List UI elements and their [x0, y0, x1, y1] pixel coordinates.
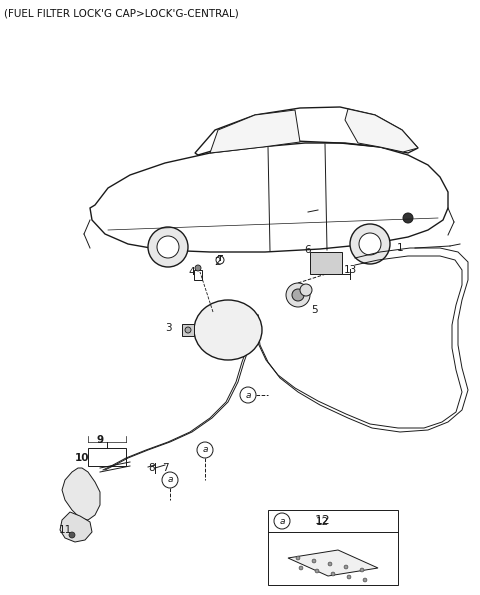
Text: a: a: [245, 390, 251, 399]
Text: 2: 2: [215, 257, 221, 267]
Text: 10: 10: [75, 453, 89, 463]
Polygon shape: [60, 512, 92, 542]
Text: a: a: [167, 475, 173, 484]
Bar: [88, 448, 126, 466]
Polygon shape: [288, 550, 378, 576]
Polygon shape: [345, 109, 418, 152]
Circle shape: [240, 387, 256, 403]
Circle shape: [296, 556, 300, 560]
Text: a: a: [202, 446, 208, 455]
Text: a: a: [279, 516, 285, 525]
Text: 4: 4: [189, 267, 195, 277]
Text: (FUEL FILTER LOCK'G CAP>LOCK'G-CENTRAL): (FUEL FILTER LOCK'G CAP>LOCK'G-CENTRAL): [4, 8, 239, 18]
Circle shape: [274, 513, 290, 529]
Bar: [182, 324, 194, 336]
Circle shape: [300, 284, 312, 296]
Circle shape: [359, 233, 381, 255]
Text: 1: 1: [396, 243, 403, 253]
Circle shape: [350, 224, 390, 264]
Circle shape: [360, 568, 364, 572]
Bar: [194, 270, 202, 280]
Bar: [268, 510, 398, 585]
Circle shape: [403, 213, 413, 223]
Circle shape: [148, 227, 188, 267]
Text: 5: 5: [312, 305, 318, 315]
Text: 9: 9: [96, 435, 104, 445]
Polygon shape: [210, 110, 300, 153]
Circle shape: [312, 559, 316, 563]
Bar: [310, 252, 342, 274]
Circle shape: [162, 472, 178, 488]
Circle shape: [315, 569, 319, 573]
Polygon shape: [62, 468, 100, 520]
Text: 11: 11: [59, 525, 72, 535]
Circle shape: [286, 283, 310, 307]
Circle shape: [347, 575, 351, 579]
Text: 6: 6: [305, 245, 312, 255]
Circle shape: [328, 562, 332, 566]
Text: 8: 8: [149, 463, 156, 473]
Circle shape: [157, 236, 179, 258]
Circle shape: [299, 566, 303, 570]
Text: 13: 13: [343, 265, 357, 275]
Text: 3: 3: [165, 323, 171, 333]
Circle shape: [331, 572, 335, 576]
Circle shape: [185, 327, 191, 333]
Text: 7: 7: [162, 463, 168, 473]
Circle shape: [344, 565, 348, 569]
Circle shape: [69, 532, 75, 538]
Circle shape: [292, 289, 304, 301]
Text: 12: 12: [315, 517, 329, 527]
Circle shape: [363, 578, 367, 582]
Ellipse shape: [194, 300, 262, 360]
Text: 12: 12: [315, 515, 331, 528]
Circle shape: [197, 442, 213, 458]
Circle shape: [195, 265, 201, 271]
